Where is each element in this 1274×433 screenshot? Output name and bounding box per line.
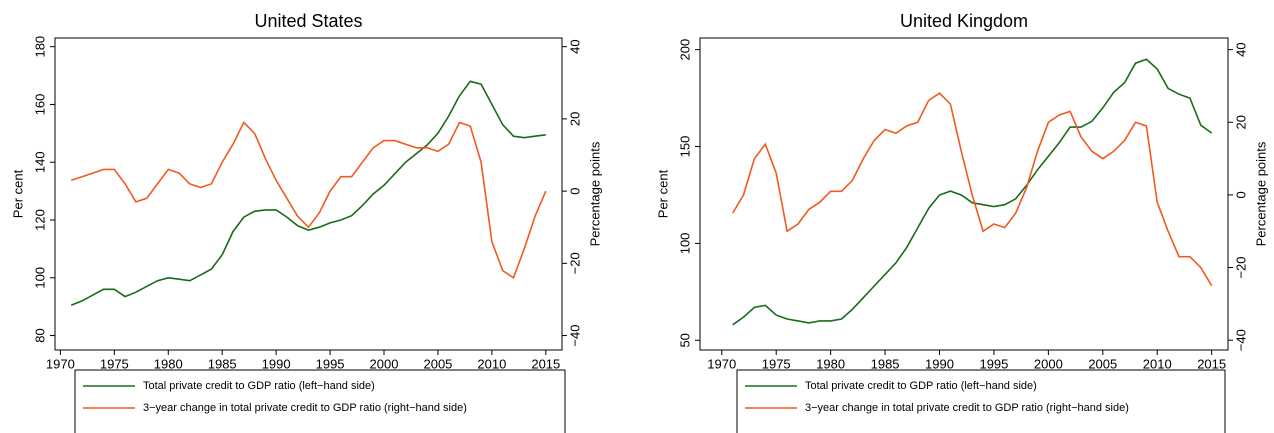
legend-label: 3−year change in total private credit to… (143, 402, 467, 414)
x-tick-label: 2000 (370, 356, 399, 371)
line-series (70, 121, 547, 280)
y-tick-label: 50 (677, 333, 692, 347)
y2-axis-label: Percentage points (587, 141, 602, 246)
x-tick-label: 2010 (477, 356, 506, 371)
x-tick-label: 1995 (316, 356, 345, 371)
line-series (70, 80, 546, 306)
y-tick-label: 100 (677, 233, 692, 255)
y-tick-label: −40 (567, 325, 582, 347)
y-tick-label: 150 (677, 136, 692, 158)
y-tick-label: 0 (567, 187, 582, 194)
y-tick-label: 20 (567, 112, 582, 126)
y-tick-label: 160 (32, 94, 47, 116)
x-tick-label: 1970 (46, 356, 75, 371)
x-tick-label: 1995 (979, 356, 1008, 371)
x-tick-label: 1975 (100, 356, 129, 371)
x-tick-label: 1970 (707, 356, 736, 371)
y-tick-label: 100 (32, 267, 47, 289)
x-tick-label: 1975 (762, 356, 791, 371)
y-tick-label: −40 (1233, 329, 1248, 351)
chart-title: United Kingdom (900, 11, 1028, 31)
plot-frame (54, 37, 563, 351)
x-tick-label: 2010 (1143, 356, 1172, 371)
legend-label: Total private credit to GDP ratio (left−… (143, 380, 375, 392)
legend-box (74, 369, 566, 433)
y-axis-label: Per cent (655, 169, 670, 218)
x-tick-label: 1980 (816, 356, 845, 371)
line-series (732, 58, 1213, 326)
y-axis-label: Per cent (10, 169, 25, 218)
y-tick-label: 180 (32, 36, 47, 58)
x-tick-label: 2015 (1197, 356, 1226, 371)
y-tick-label: 40 (1233, 42, 1248, 56)
x-tick-label: 1990 (262, 356, 291, 371)
x-tick-label: 2015 (531, 356, 560, 371)
y-tick-label: 80 (32, 328, 47, 342)
x-tick-label: 1985 (208, 356, 237, 371)
x-tick-label: 2000 (1034, 356, 1063, 371)
y-tick-label: 200 (677, 39, 692, 61)
x-tick-label: 1985 (871, 356, 900, 371)
line-series (732, 92, 1213, 287)
legend-label: Total private credit to GDP ratio (left−… (805, 380, 1037, 392)
plot-frame (699, 37, 1229, 351)
y-tick-label: −20 (567, 252, 582, 274)
y-tick-label: 120 (32, 209, 47, 231)
y-tick-label: 140 (32, 151, 47, 173)
x-tick-label: 1990 (925, 356, 954, 371)
x-tick-label: 2005 (423, 356, 452, 371)
y-tick-label: 20 (1233, 115, 1248, 129)
y-tick-label: 40 (567, 39, 582, 53)
legend-box (736, 369, 1226, 433)
y-tick-label: 0 (1233, 191, 1248, 198)
x-tick-label: 1980 (154, 356, 183, 371)
y-tick-label: −20 (1233, 257, 1248, 279)
legend-label: 3−year change in total private credit to… (805, 402, 1129, 414)
chart-title: United States (254, 11, 362, 31)
y2-axis-label: Percentage points (1253, 141, 1268, 246)
x-tick-label: 2005 (1088, 356, 1117, 371)
